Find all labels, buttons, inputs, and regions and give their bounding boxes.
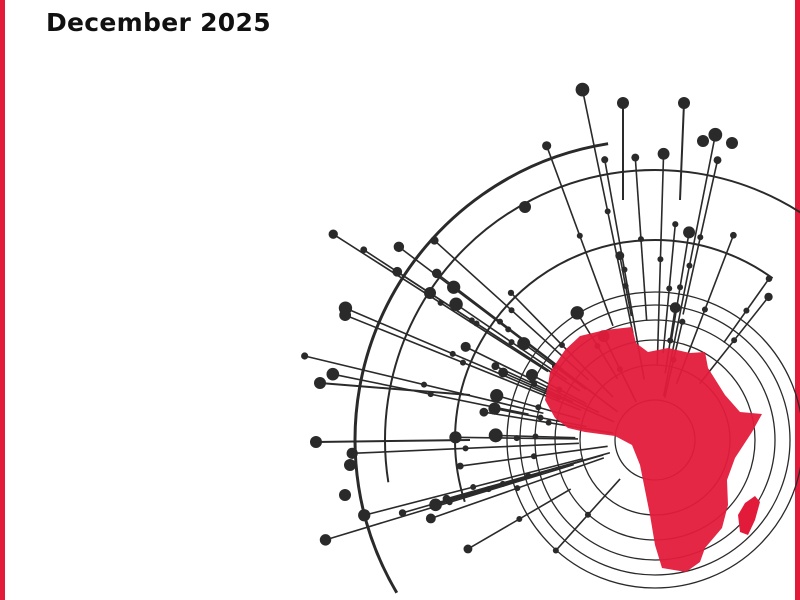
- left-accent-border: [0, 0, 5, 600]
- network-spoke: [315, 439, 471, 443]
- network-node: [449, 350, 456, 357]
- network-ring: [506, 291, 800, 589]
- network-node: [679, 318, 686, 325]
- network-node: [537, 414, 544, 421]
- network-node: [490, 389, 504, 403]
- network-node: [730, 231, 737, 239]
- network-node: [301, 352, 309, 360]
- network-node: [686, 262, 693, 269]
- network-terminal-node: [424, 287, 436, 299]
- network-terminal-node: [697, 135, 709, 147]
- network-node: [743, 307, 750, 314]
- network-node: [622, 282, 629, 289]
- network-node: [683, 226, 696, 239]
- network-node: [570, 306, 584, 320]
- network-node: [326, 367, 340, 381]
- network-node: [446, 499, 453, 506]
- network-ring: [534, 319, 776, 561]
- network-node: [488, 402, 501, 415]
- network-node: [470, 484, 477, 491]
- network-node: [765, 275, 773, 282]
- network-node: [463, 544, 473, 554]
- network-node: [328, 229, 338, 239]
- network-node: [530, 453, 537, 460]
- network-terminal-node: [519, 201, 531, 213]
- network-node: [713, 156, 722, 165]
- network-node: [631, 153, 640, 162]
- network-node: [677, 284, 684, 291]
- network-node: [358, 509, 371, 522]
- network-node: [456, 462, 464, 470]
- network-spoke: [319, 382, 471, 396]
- network-node: [637, 236, 644, 243]
- network-node: [576, 232, 583, 239]
- network-node: [339, 309, 352, 321]
- network-node: [393, 241, 405, 253]
- network-node: [615, 251, 625, 261]
- network-node: [545, 419, 552, 426]
- madagascar-shape: [738, 496, 760, 535]
- publication-date: December 2025: [46, 8, 271, 37]
- network-node: [499, 480, 506, 487]
- network-node: [731, 337, 738, 344]
- network-node: [575, 82, 590, 97]
- network-node: [584, 511, 591, 518]
- network-node: [535, 404, 542, 411]
- network-node: [360, 246, 368, 254]
- network-node: [491, 362, 500, 371]
- network-terminal-node: [344, 459, 356, 471]
- network-node: [552, 547, 559, 554]
- network-node: [516, 516, 523, 523]
- network-node: [697, 234, 704, 241]
- network-node: [421, 381, 428, 388]
- network-node: [479, 407, 489, 417]
- network-node: [604, 208, 611, 215]
- right-accent-border: [795, 0, 800, 600]
- network-arc: [384, 169, 800, 483]
- network-node: [319, 534, 332, 546]
- network-node: [459, 359, 466, 366]
- network-node: [425, 513, 436, 524]
- network-node: [558, 341, 565, 348]
- network-node: [514, 485, 521, 492]
- network-node: [462, 445, 469, 452]
- network-node: [666, 285, 673, 292]
- network-node: [460, 341, 471, 352]
- network-node: [508, 339, 515, 346]
- network-node: [449, 431, 462, 444]
- network-ring: [519, 304, 791, 576]
- network-node: [505, 326, 512, 333]
- network-node: [669, 302, 681, 314]
- circuit-network: [301, 82, 800, 594]
- network-node: [468, 317, 475, 324]
- africa-map-shape: [545, 327, 762, 572]
- network-node: [508, 307, 515, 314]
- network-node: [708, 127, 723, 142]
- network-arc: [454, 239, 774, 503]
- network-terminal-node: [726, 137, 738, 149]
- network-node: [431, 268, 442, 279]
- network-terminal-node: [339, 489, 351, 501]
- network-spoke: [679, 102, 685, 201]
- network-node: [430, 236, 439, 245]
- network-node: [507, 289, 515, 296]
- network-node: [532, 433, 539, 440]
- network-node: [346, 447, 358, 459]
- network-node: [657, 256, 664, 263]
- network-node: [764, 292, 773, 302]
- network-node: [529, 376, 536, 383]
- network-node: [398, 509, 407, 517]
- network-node: [701, 306, 708, 313]
- network-node: [672, 221, 679, 228]
- network-node: [542, 141, 552, 151]
- network-node: [488, 428, 503, 443]
- network-node: [657, 147, 670, 160]
- network-node: [601, 156, 609, 164]
